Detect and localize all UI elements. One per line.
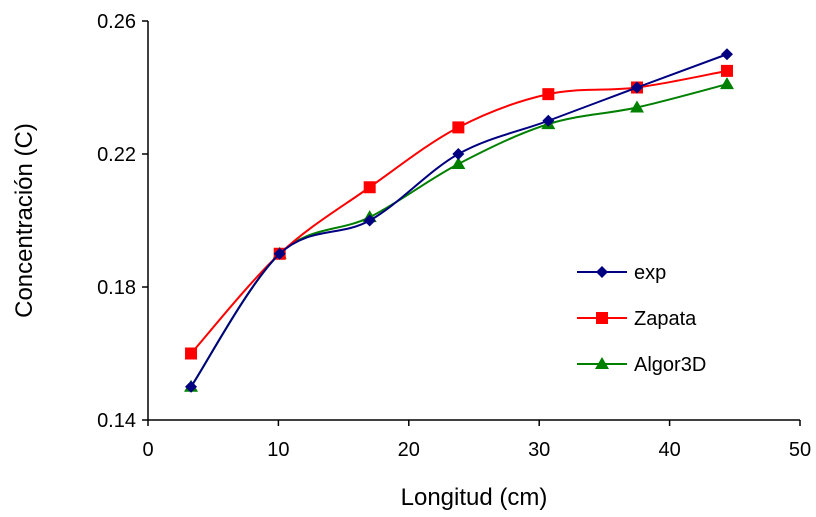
legend-item-exp: exp: [577, 262, 666, 284]
data-point-zapata: [542, 88, 555, 101]
data-point-zapata: [363, 181, 376, 194]
x-tick-label: 50: [789, 439, 811, 461]
legend-marker-algor3d: [595, 357, 609, 369]
legend-marker-zapata: [596, 312, 608, 324]
data-point-exp: [273, 247, 286, 260]
series-layer: [184, 48, 734, 393]
y-tick-label: 0.26: [97, 11, 136, 33]
legend-label: exp: [634, 262, 666, 284]
data-point-zapata: [720, 64, 733, 77]
plot-area: 0.14 0.18 0.22 0.26 0 10 20 30 40 50: [97, 11, 811, 461]
data-point-exp: [631, 81, 643, 94]
y-tick-label: 0.18: [97, 277, 136, 299]
data-point-zapata: [185, 347, 198, 360]
data-point-algor3d: [719, 77, 734, 90]
data-point-exp: [542, 114, 555, 127]
legend-label: Algor3D: [634, 354, 706, 376]
y-axis-ticks: 0.14 0.18 0.22 0.26: [97, 11, 148, 432]
x-axis-title: Longitud (cm): [401, 484, 548, 511]
x-tick-label: 30: [528, 439, 550, 461]
data-point-exp: [452, 148, 465, 160]
legend-item-algor3d: Algor3D: [577, 354, 706, 376]
y-axis-title: Concentración (C): [11, 123, 38, 318]
legend-item-zapata: Zapata: [577, 308, 697, 330]
data-point-exp: [185, 380, 198, 393]
data-point-exp: [363, 214, 376, 227]
x-tick-label: 40: [658, 439, 680, 461]
legend-label: Zapata: [634, 308, 697, 330]
x-tick-label: 20: [398, 439, 420, 461]
legend: exp Zapata Algor3D: [577, 262, 706, 376]
x-tick-label: 10: [267, 439, 289, 461]
legend-marker-exp: [596, 266, 608, 278]
x-tick-label: 0: [142, 439, 153, 461]
data-point-algor3d: [451, 156, 466, 169]
data-point-zapata: [452, 121, 465, 134]
y-tick-label: 0.22: [97, 144, 136, 166]
y-tick-label: 0.14: [97, 410, 136, 432]
data-point-algor3d: [630, 100, 644, 113]
series-exp: [185, 48, 733, 393]
x-axis-ticks: 0 10 20 30 40 50: [142, 420, 811, 461]
series-line-exp: [190, 53, 728, 388]
data-point-exp: [720, 48, 733, 61]
